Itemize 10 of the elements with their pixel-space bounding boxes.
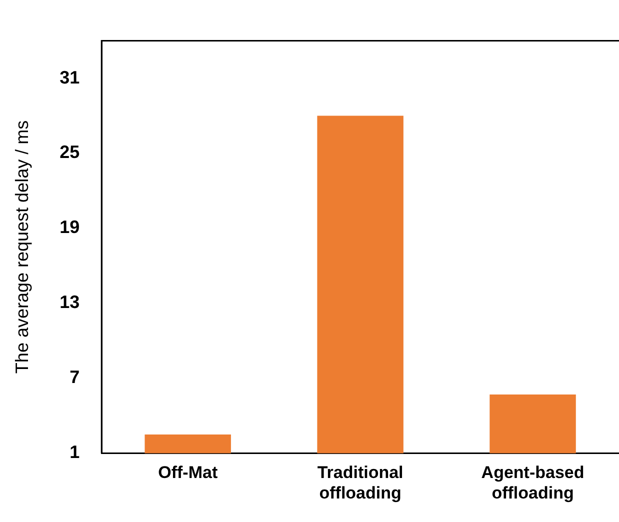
x-tick-label: Agent-based offloading [481, 463, 584, 502]
y-axis-title: The average request delay / ms [12, 120, 32, 374]
y-tick-label: 19 [60, 217, 80, 238]
y-tick-label: 7 [70, 367, 80, 388]
y-tick-label: 25 [60, 142, 80, 162]
y-tick-label: 13 [60, 292, 80, 312]
y-tick-label: 1 [70, 442, 80, 462]
x-tick-label: Traditional offloading [317, 463, 404, 502]
y-tick-label: 31 [60, 67, 80, 88]
x-tick-label: Off-Mat [158, 463, 218, 482]
